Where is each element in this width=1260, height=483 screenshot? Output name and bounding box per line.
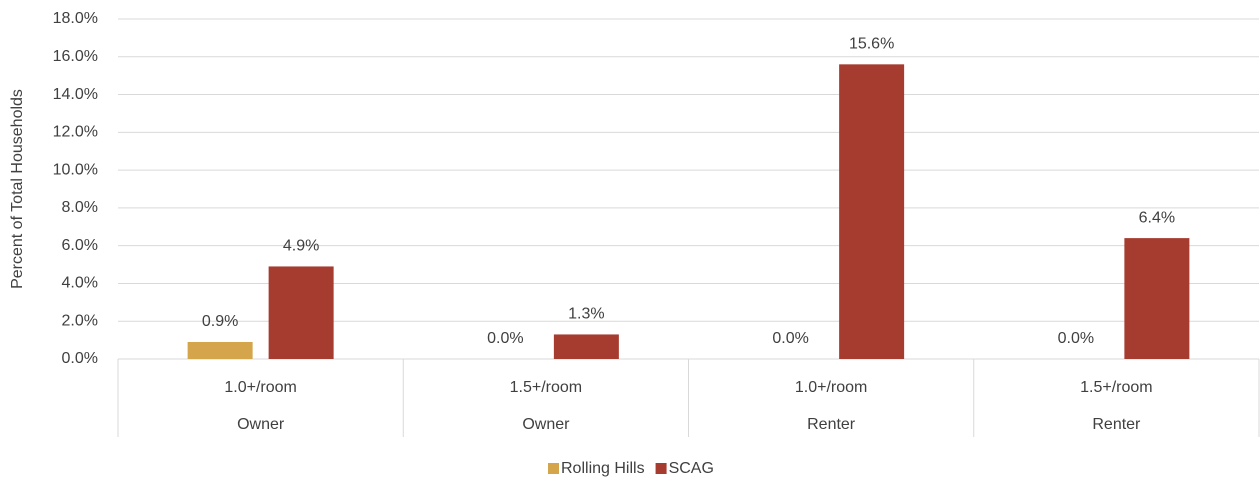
y-tick-label: 14.0%: [53, 86, 98, 103]
x-group-label: Owner: [522, 416, 570, 433]
data-label: 1.3%: [568, 306, 604, 323]
y-axis-label: Percent of Total Households: [9, 89, 26, 289]
y-tick-label: 0.0%: [62, 350, 98, 367]
data-label: 0.0%: [772, 330, 808, 347]
bar: [268, 266, 334, 359]
x-tick-label: 1.0+/room: [795, 379, 867, 396]
x-tick-label: 1.5+/room: [510, 379, 582, 396]
data-label: 15.6%: [849, 36, 894, 53]
y-tick-label: 18.0%: [53, 10, 98, 27]
data-label: 0.0%: [487, 330, 523, 347]
x-group-label: Renter: [1092, 416, 1141, 433]
data-label: 6.4%: [1139, 209, 1175, 226]
y-tick-label: 4.0%: [62, 275, 98, 292]
bar: [187, 342, 253, 359]
y-tick-label: 2.0%: [62, 312, 98, 329]
legend-swatch: [548, 463, 559, 474]
data-label: 0.9%: [202, 313, 238, 330]
x-group-label: Owner: [237, 416, 285, 433]
y-tick-label: 8.0%: [62, 199, 98, 216]
bar: [839, 64, 905, 359]
y-tick-label: 16.0%: [53, 48, 98, 65]
y-tick-label: 10.0%: [53, 161, 98, 178]
data-label: 0.0%: [1058, 330, 1094, 347]
x-tick-label: 1.5+/room: [1080, 379, 1152, 396]
bar: [553, 334, 619, 359]
y-tick-label: 6.0%: [62, 237, 98, 254]
y-tick-label: 12.0%: [53, 124, 98, 141]
bar: [1124, 238, 1190, 359]
legend-swatch: [655, 463, 667, 474]
x-group-label: Renter: [807, 416, 856, 433]
x-tick-label: 1.0+/room: [224, 379, 296, 396]
legend-label: Rolling Hills: [561, 460, 645, 477]
legend-label: SCAG: [669, 460, 714, 477]
data-label: 4.9%: [283, 238, 319, 255]
